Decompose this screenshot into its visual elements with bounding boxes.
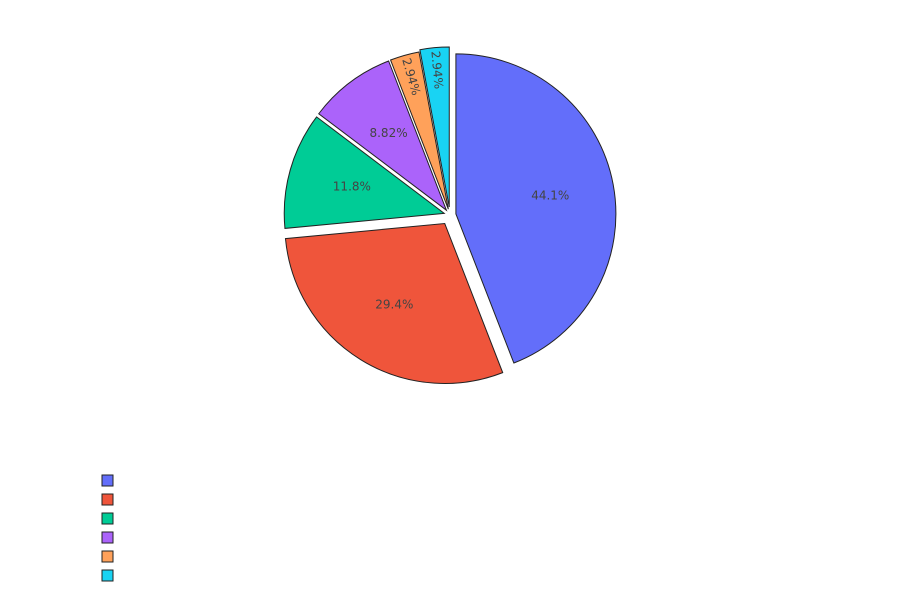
legend-swatch-6[interactable]	[101, 569, 114, 582]
slice-label-4: 8.82%	[369, 126, 407, 140]
pie-slice-3[interactable]	[283, 116, 446, 229]
legend-swatch-1[interactable]	[101, 474, 114, 487]
pie-slice-2[interactable]	[284, 222, 504, 384]
legend-swatch-3[interactable]	[101, 512, 114, 525]
slice-label-6: 2.94%	[428, 50, 445, 89]
slice-label-2: 29.4%	[375, 298, 413, 312]
pie-slice-5[interactable]	[389, 51, 449, 210]
legend	[101, 474, 114, 582]
slice-label-1: 44.1%	[531, 189, 569, 203]
legend-swatch-4[interactable]	[101, 531, 114, 544]
pie-slice-1[interactable]	[455, 53, 617, 364]
pie-slice-4[interactable]	[318, 60, 448, 212]
slice-label-3: 11.8%	[333, 180, 371, 194]
pie-slices	[283, 46, 617, 384]
pie-slice-6[interactable]	[419, 46, 450, 208]
legend-swatch-2[interactable]	[101, 493, 114, 506]
legend-swatch-5[interactable]	[101, 550, 114, 563]
